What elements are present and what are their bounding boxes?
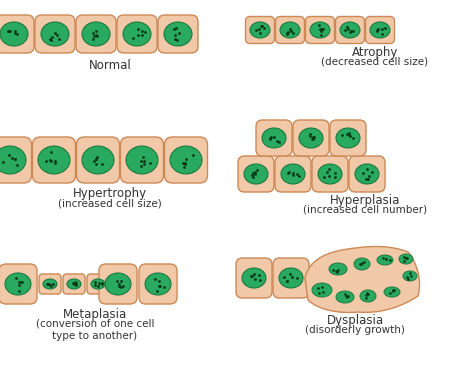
- Text: Hyperplasia: Hyperplasia: [330, 194, 400, 207]
- Text: (increased cell number): (increased cell number): [303, 205, 427, 215]
- Ellipse shape: [262, 128, 286, 148]
- Ellipse shape: [370, 22, 390, 38]
- FancyBboxPatch shape: [336, 16, 365, 44]
- Ellipse shape: [43, 279, 57, 289]
- Ellipse shape: [377, 255, 393, 265]
- Ellipse shape: [41, 22, 69, 46]
- Ellipse shape: [318, 164, 342, 184]
- Ellipse shape: [279, 268, 303, 288]
- Ellipse shape: [105, 273, 131, 295]
- Ellipse shape: [299, 128, 323, 148]
- FancyBboxPatch shape: [273, 258, 309, 298]
- FancyBboxPatch shape: [0, 264, 37, 304]
- FancyBboxPatch shape: [33, 137, 75, 183]
- FancyBboxPatch shape: [236, 258, 272, 298]
- Ellipse shape: [123, 22, 151, 46]
- Ellipse shape: [384, 287, 400, 297]
- FancyBboxPatch shape: [330, 120, 366, 156]
- Text: Dysplasia: Dysplasia: [327, 314, 383, 327]
- FancyBboxPatch shape: [365, 16, 394, 44]
- Ellipse shape: [82, 146, 114, 174]
- Text: (disorderly growth): (disorderly growth): [305, 325, 405, 335]
- Text: Atrophy: Atrophy: [352, 46, 398, 59]
- FancyBboxPatch shape: [158, 15, 198, 53]
- FancyBboxPatch shape: [99, 264, 137, 304]
- FancyBboxPatch shape: [0, 15, 34, 53]
- FancyBboxPatch shape: [63, 274, 85, 294]
- Ellipse shape: [164, 22, 192, 46]
- Ellipse shape: [403, 271, 417, 281]
- Ellipse shape: [38, 146, 70, 174]
- Ellipse shape: [329, 263, 347, 275]
- Ellipse shape: [82, 22, 110, 46]
- FancyBboxPatch shape: [275, 156, 311, 192]
- Ellipse shape: [280, 22, 300, 38]
- FancyBboxPatch shape: [349, 156, 385, 192]
- Ellipse shape: [399, 254, 413, 264]
- FancyBboxPatch shape: [275, 16, 304, 44]
- PathPatch shape: [305, 247, 419, 312]
- FancyBboxPatch shape: [39, 274, 61, 294]
- Ellipse shape: [336, 128, 360, 148]
- Ellipse shape: [0, 22, 28, 46]
- Text: Normal: Normal: [89, 59, 131, 72]
- Ellipse shape: [312, 283, 332, 297]
- Ellipse shape: [5, 273, 31, 295]
- Ellipse shape: [250, 22, 270, 38]
- Ellipse shape: [242, 268, 266, 288]
- FancyBboxPatch shape: [246, 16, 274, 44]
- Text: (increased cell size): (increased cell size): [58, 198, 162, 208]
- Ellipse shape: [355, 164, 379, 184]
- FancyBboxPatch shape: [139, 264, 177, 304]
- FancyBboxPatch shape: [306, 16, 335, 44]
- FancyBboxPatch shape: [117, 15, 157, 53]
- FancyBboxPatch shape: [238, 156, 274, 192]
- Text: (decreased cell size): (decreased cell size): [321, 57, 428, 67]
- FancyBboxPatch shape: [312, 156, 348, 192]
- Text: Metaplasia: Metaplasia: [63, 308, 127, 321]
- Ellipse shape: [145, 273, 171, 295]
- Ellipse shape: [0, 146, 26, 174]
- FancyBboxPatch shape: [256, 120, 292, 156]
- Ellipse shape: [360, 290, 376, 302]
- Ellipse shape: [281, 164, 305, 184]
- Ellipse shape: [310, 22, 330, 38]
- FancyBboxPatch shape: [293, 120, 329, 156]
- Ellipse shape: [91, 279, 105, 289]
- FancyBboxPatch shape: [0, 137, 31, 183]
- Ellipse shape: [126, 146, 158, 174]
- Ellipse shape: [67, 279, 81, 289]
- FancyBboxPatch shape: [120, 137, 164, 183]
- FancyBboxPatch shape: [164, 137, 208, 183]
- Text: (conversion of one cell
type to another): (conversion of one cell type to another): [36, 319, 154, 341]
- Ellipse shape: [340, 22, 360, 38]
- FancyBboxPatch shape: [76, 15, 116, 53]
- Text: Hypertrophy: Hypertrophy: [73, 187, 147, 200]
- Ellipse shape: [354, 258, 370, 270]
- Ellipse shape: [336, 291, 354, 303]
- FancyBboxPatch shape: [35, 15, 75, 53]
- Ellipse shape: [170, 146, 202, 174]
- FancyBboxPatch shape: [87, 274, 109, 294]
- Ellipse shape: [244, 164, 268, 184]
- FancyBboxPatch shape: [76, 137, 119, 183]
